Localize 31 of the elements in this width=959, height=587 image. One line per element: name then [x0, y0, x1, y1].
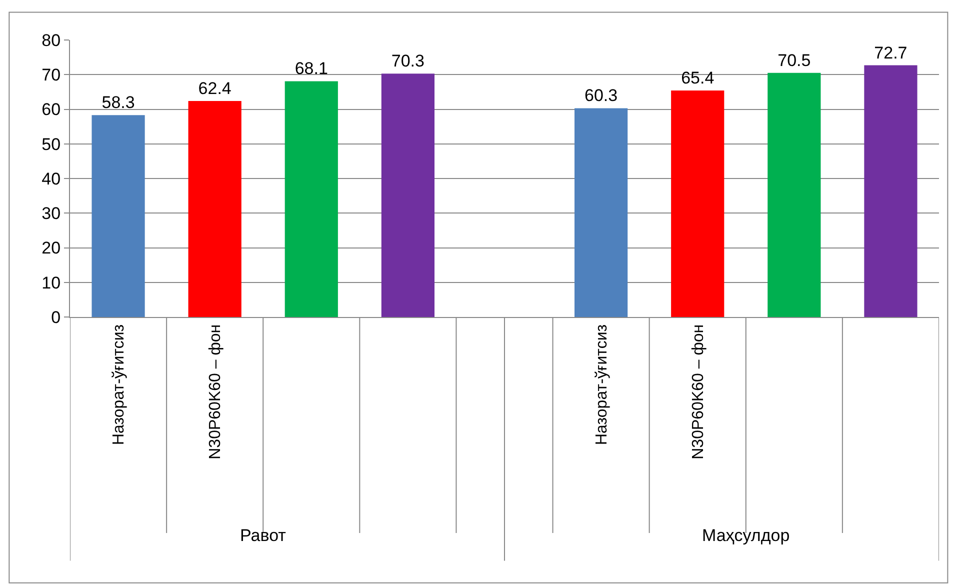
- bar: [188, 100, 242, 317]
- bar: [671, 90, 724, 317]
- y-tick-label: 70: [42, 66, 61, 85]
- bar: [574, 108, 628, 317]
- data-label: 72.7: [874, 43, 908, 62]
- data-label: 70.3: [391, 52, 424, 71]
- y-tick-label: 10: [42, 273, 61, 292]
- data-label: 60.3: [584, 86, 618, 106]
- y-tick-label: 50: [42, 134, 61, 154]
- y-tick-label: 60: [42, 100, 61, 120]
- data-label: 58.3: [102, 93, 135, 112]
- data-label: 65.4: [681, 68, 714, 88]
- bar: [381, 74, 434, 317]
- y-tick-label: 80: [42, 30, 61, 50]
- x-tick-label: Назорат-ўғитсиз: [593, 324, 610, 446]
- y-tick-label: 30: [42, 204, 61, 224]
- x-tick-label: N30P60K60 – фон: [207, 324, 224, 460]
- bar: [284, 81, 338, 317]
- y-tick-label: 20: [42, 238, 61, 258]
- bar: [768, 72, 821, 317]
- data-label: 62.4: [198, 78, 232, 98]
- data-label: 68.1: [294, 59, 328, 78]
- text: Маҳсулдор: [702, 526, 790, 545]
- x-tick-label: N30P60K60 – фон: [690, 324, 707, 460]
- y-tick-label: 0: [51, 308, 61, 327]
- text: Равот: [240, 526, 286, 545]
- x-tick-label: Назорат-ўғитсиз: [110, 324, 128, 446]
- y-tick-label: 40: [42, 169, 61, 188]
- bar: [864, 65, 918, 317]
- bar: [92, 115, 145, 317]
- data-label: 70.5: [778, 50, 811, 70]
